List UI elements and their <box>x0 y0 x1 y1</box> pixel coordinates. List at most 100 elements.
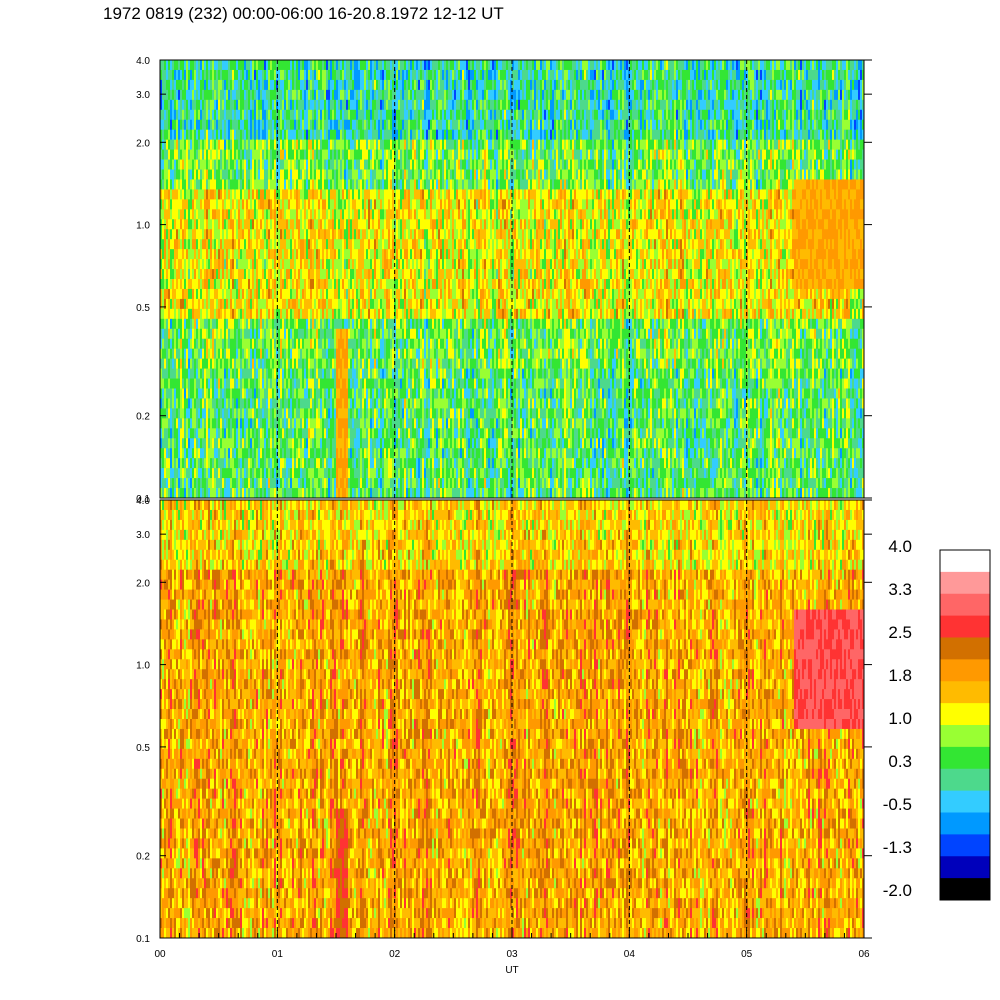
spectrogram-cell <box>330 199 333 210</box>
spectrogram-cell <box>182 199 185 210</box>
spectrogram-cell <box>282 328 285 340</box>
spectrogram-cell <box>358 348 361 359</box>
spectrogram-cell <box>216 338 219 349</box>
spectrogram-cell <box>228 418 231 429</box>
spectrogram-cell <box>360 149 363 160</box>
spectrogram-cell <box>194 219 197 230</box>
spectrogram-cell <box>178 318 181 330</box>
spectrogram-cell <box>274 60 277 71</box>
spectrogram-cell <box>266 259 269 270</box>
spectrogram-cell <box>250 219 253 230</box>
spectrogram-cell <box>386 219 389 230</box>
spectrogram-cell <box>162 209 165 220</box>
spectrogram-cell <box>370 358 373 369</box>
spectrogram-cell <box>296 348 299 359</box>
spectrogram-cell <box>288 488 291 499</box>
spectrogram-cell <box>192 149 195 160</box>
spectrogram-cell <box>270 159 273 170</box>
spectrogram-cell <box>282 358 285 369</box>
spectrogram-cell <box>218 398 221 409</box>
spectrogram-cell <box>300 209 303 220</box>
spectrogram-cell <box>338 179 341 190</box>
spectrogram-cell <box>292 119 295 130</box>
spectrogram-cell <box>176 478 179 489</box>
spectrogram-cell <box>280 129 283 140</box>
spectrogram-cell <box>200 288 203 300</box>
spectrogram-cell <box>368 199 371 210</box>
spectrogram-cell <box>356 60 359 71</box>
spectrogram-cell <box>180 298 183 310</box>
spectrogram-cell <box>334 179 337 190</box>
spectrogram-cell <box>380 318 383 330</box>
spectrogram-cell <box>372 478 375 489</box>
spectrogram-cell <box>198 428 201 439</box>
spectrogram-cell <box>208 428 211 439</box>
spectrogram-cell <box>300 239 303 250</box>
spectrogram-cell <box>360 318 363 330</box>
spectrogram-cell <box>290 159 293 170</box>
spectrogram-cell <box>226 179 229 190</box>
spectrogram-cell <box>370 488 373 499</box>
spectrogram-cell <box>250 358 253 369</box>
spectrogram-cell <box>346 488 349 499</box>
spectrogram-cell <box>216 239 219 250</box>
spectrogram-cell <box>240 328 243 340</box>
spectrogram-cell <box>228 388 231 399</box>
spectrogram-cell <box>250 348 253 359</box>
spectrogram-cell <box>358 239 361 250</box>
spectrogram-cell <box>176 89 179 101</box>
spectrogram-cell <box>284 438 287 449</box>
spectrogram-cell <box>374 219 377 230</box>
spectrogram-cell <box>362 408 365 419</box>
spectrogram-cell <box>386 159 389 170</box>
spectrogram-cell <box>342 408 345 419</box>
spectrogram-cell <box>362 428 365 439</box>
spectrogram-cell <box>358 149 361 160</box>
spectrogram-cell <box>180 468 183 479</box>
spectrogram-cell <box>264 298 267 310</box>
spectrogram-cell <box>384 368 387 379</box>
spectrogram-cell <box>370 408 373 419</box>
spectrogram-cell <box>330 458 333 469</box>
spectrogram-cell <box>292 448 295 459</box>
spectrogram-cell <box>338 478 341 489</box>
spectrogram-cell <box>284 388 287 399</box>
spectrogram-cell <box>350 189 353 200</box>
spectrogram-cell <box>248 279 251 290</box>
spectrogram-cell <box>306 199 309 210</box>
spectrogram-cell <box>302 488 305 499</box>
spectrogram-cell <box>200 488 203 499</box>
spectrogram-cell <box>320 478 323 489</box>
spectrogram-cell <box>280 219 283 230</box>
spectrogram-cell <box>312 149 315 160</box>
spectrogram-cell <box>348 79 351 91</box>
spectrogram-cell <box>324 179 327 190</box>
spectrogram-cell <box>268 99 271 111</box>
spectrogram-cell <box>164 279 167 290</box>
spectrogram-cell <box>192 338 195 349</box>
spectrogram-cell <box>292 298 295 310</box>
spectrogram-cell <box>332 478 335 489</box>
spectrogram-cell <box>358 488 361 499</box>
spectrogram-cell <box>278 229 281 240</box>
spectrogram-cell <box>174 338 177 349</box>
spectrogram-cell <box>164 179 167 190</box>
spectrogram-cell <box>264 428 267 439</box>
spectrogram-cell <box>296 378 299 389</box>
spectrogram-cell <box>204 438 207 449</box>
spectrogram-cell <box>178 129 181 140</box>
spectrogram-cell <box>240 478 243 489</box>
spectrogram-cell <box>274 448 277 459</box>
spectrogram-cell <box>188 468 191 479</box>
spectrogram-cell <box>166 60 169 71</box>
spectrogram-cell <box>276 298 279 310</box>
spectrogram-cell <box>338 438 341 449</box>
spectrogram-cell <box>312 458 315 469</box>
spectrogram-cell <box>360 358 363 369</box>
spectrogram-cell <box>262 418 265 429</box>
spectrogram-cell <box>268 209 271 220</box>
spectrogram-cell <box>342 398 345 409</box>
spectrogram-cell <box>358 109 361 121</box>
spectrogram-cell <box>182 488 185 499</box>
spectrogram-cell <box>328 189 331 200</box>
